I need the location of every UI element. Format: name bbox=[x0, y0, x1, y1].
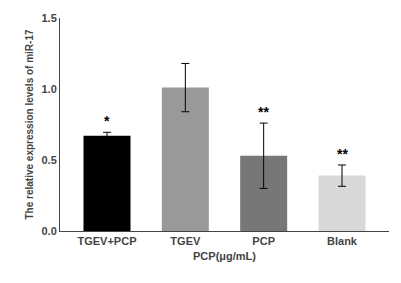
svg-text:**: ** bbox=[258, 104, 269, 120]
svg-text:Blank: Blank bbox=[327, 235, 358, 247]
svg-text:The relative expression levels: The relative expression levels of miR-17 bbox=[24, 29, 35, 220]
svg-text:TGEV: TGEV bbox=[170, 235, 201, 247]
svg-text:**: ** bbox=[337, 146, 348, 162]
svg-text:0.5: 0.5 bbox=[42, 154, 57, 166]
svg-text:TGEV+PCP: TGEV+PCP bbox=[78, 235, 137, 247]
svg-text:*: * bbox=[104, 113, 110, 129]
svg-text:PCP: PCP bbox=[252, 235, 275, 247]
svg-text:1.0: 1.0 bbox=[42, 83, 57, 95]
svg-text:PCP(μg/mL): PCP(μg/mL) bbox=[193, 250, 256, 262]
svg-text:1.5: 1.5 bbox=[42, 12, 57, 24]
svg-text:0.0: 0.0 bbox=[42, 225, 57, 237]
